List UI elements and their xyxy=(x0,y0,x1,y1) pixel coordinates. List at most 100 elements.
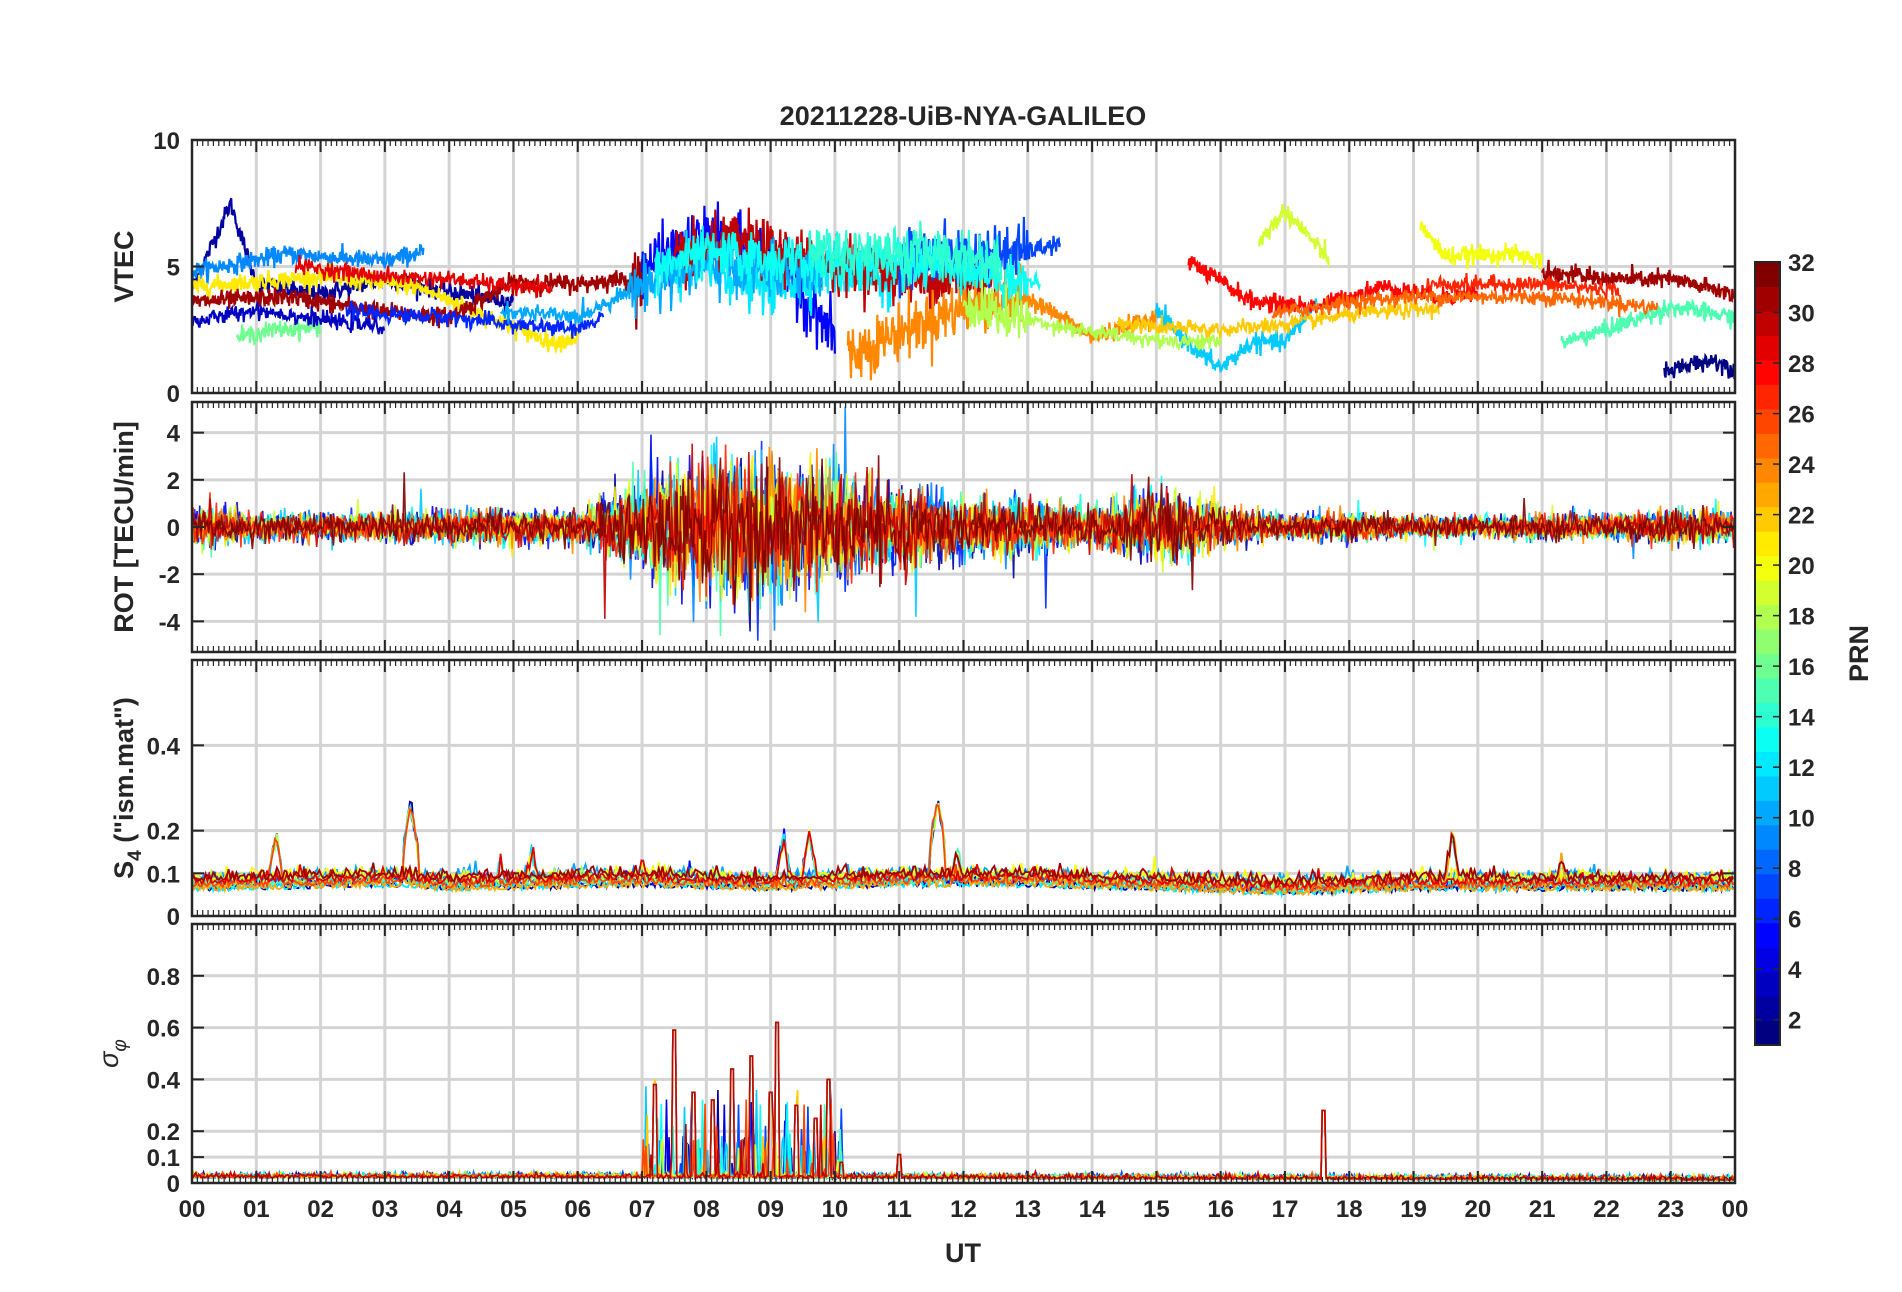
x-tick-label: 04 xyxy=(436,1196,463,1223)
vtec-series-prn-22 xyxy=(1116,300,1440,339)
colorbar-segment xyxy=(1755,506,1780,532)
colorbar-tick-label: 18 xyxy=(1788,604,1815,631)
s4-series-prn-29 xyxy=(192,831,1734,891)
colorbar-label: PRN xyxy=(1844,625,1874,682)
colorbar-segment xyxy=(1755,1020,1780,1046)
colorbar-tick-label: 16 xyxy=(1788,654,1815,681)
vtec-series-prn-19 xyxy=(1258,204,1330,268)
vtec-series-prn-9 xyxy=(192,243,425,285)
colorbar-segment xyxy=(1755,433,1780,459)
rot-series-prn-32 xyxy=(192,455,1735,615)
s4-series-prn-26 xyxy=(192,803,1734,894)
colorbar-segment xyxy=(1755,335,1780,361)
colorbar-tick-label: 10 xyxy=(1788,806,1815,833)
grid-layer xyxy=(192,140,1735,1183)
colorbar-segment xyxy=(1755,531,1780,557)
vtec-series-prn-1 xyxy=(1663,352,1735,380)
y-tick-label: -4 xyxy=(159,609,181,636)
y-tick-label: 0 xyxy=(167,515,180,542)
colorbar-tick-label: 30 xyxy=(1788,301,1815,328)
y-axis-label-panel-1: VTEC xyxy=(109,230,139,302)
x-tick-label: 21 xyxy=(1529,1196,1556,1223)
colorbar-segment xyxy=(1755,726,1780,752)
y-tick-label: 10 xyxy=(153,128,180,155)
panel-3-series xyxy=(192,800,1734,899)
x-tick-label: 08 xyxy=(693,1196,720,1223)
colorbar-segment xyxy=(1755,971,1780,997)
x-tick-label: 10 xyxy=(822,1196,849,1223)
y-tick-label: 0.4 xyxy=(147,733,181,760)
y-axis-label-panel-4: σφ xyxy=(94,1039,131,1068)
x-tick-label: 23 xyxy=(1657,1196,1684,1223)
x-tick-label: 00 xyxy=(1722,1196,1749,1223)
colorbar-tick-label: 20 xyxy=(1788,553,1815,580)
x-tick-label: 09 xyxy=(757,1196,784,1223)
y-tick-label: 0.2 xyxy=(147,819,180,846)
colorbar-tick-label: 22 xyxy=(1788,503,1815,530)
vtec-series-prn-27 xyxy=(1425,273,1620,300)
y-tick-label: 4 xyxy=(167,421,181,448)
colorbar-tick-label: 6 xyxy=(1788,907,1801,934)
colorbar-segment xyxy=(1755,604,1780,630)
vtec-series-prn-6 xyxy=(345,300,605,339)
colorbar-segment xyxy=(1755,262,1780,288)
x-tick-label: 17 xyxy=(1272,1196,1299,1223)
colorbar-segment xyxy=(1755,286,1780,312)
y-tick-label: 0.1 xyxy=(147,1145,180,1172)
vtec-series-prn-15 xyxy=(1560,298,1735,349)
vtec-series-prn-31 xyxy=(1541,259,1735,303)
vtec-series-prn-29 xyxy=(294,255,553,299)
x-axis-label: UT xyxy=(945,1238,981,1268)
vtec-series-prn-25 xyxy=(1271,288,1659,320)
y-axis-label-panel-3: S4 ("ism.mat") xyxy=(109,697,146,879)
y-tick-label: 0 xyxy=(167,904,180,931)
x-tick-label: 11 xyxy=(887,1196,912,1223)
x-tick-label: 05 xyxy=(500,1196,527,1223)
colorbar-tick-label: 26 xyxy=(1788,402,1815,429)
x-tick-label: 06 xyxy=(564,1196,591,1223)
colorbar-segment xyxy=(1755,310,1780,337)
colorbar-tick-label: 2 xyxy=(1788,1008,1801,1035)
colorbar-tick-label: 14 xyxy=(1788,705,1815,732)
panel-1-series xyxy=(192,197,1735,381)
y-tick-label: 0.2 xyxy=(147,1119,180,1146)
x-tick-label: 13 xyxy=(1014,1196,1041,1223)
y-tick-label: 5 xyxy=(167,255,180,282)
colorbar-segment xyxy=(1755,457,1780,483)
vtec-series-prn-18 xyxy=(962,280,1222,352)
colorbar-tick-label: 4 xyxy=(1788,957,1802,984)
vtec-series-prn-14 xyxy=(808,220,1003,287)
colorbar-segment xyxy=(1755,775,1780,801)
colorbar-segment xyxy=(1755,751,1780,777)
colorbar-segment xyxy=(1755,677,1780,704)
colorbar-tick-label: 8 xyxy=(1788,856,1801,883)
colorbar-segment xyxy=(1755,922,1780,948)
y-tick-label: 0 xyxy=(167,1171,180,1198)
colorbar-segment xyxy=(1755,849,1780,875)
colorbar-segment xyxy=(1755,873,1780,899)
x-tick-label: 15 xyxy=(1143,1196,1170,1223)
vtec-series-prn-3 xyxy=(192,301,386,335)
x-tick-label: 03 xyxy=(372,1196,399,1223)
vtec-series-prn-13 xyxy=(653,225,1041,309)
x-tick-label: 02 xyxy=(307,1196,334,1223)
colorbar-segment xyxy=(1755,629,1780,655)
vtec-series-prn-20 xyxy=(1419,221,1543,270)
colorbar-segment xyxy=(1755,384,1780,410)
panel-2-series xyxy=(192,406,1735,641)
colorbar-segment xyxy=(1755,947,1780,973)
y-axis-label-panel-2: ROT [TECU/min] xyxy=(109,421,139,632)
colorbar-segment xyxy=(1755,702,1780,728)
x-tick-label: 20 xyxy=(1464,1196,1491,1223)
x-tick-label: 00 xyxy=(179,1196,206,1223)
y-tick-label: 2 xyxy=(167,468,180,495)
colorbar-segment xyxy=(1755,824,1780,850)
s4-series-prn-31 xyxy=(192,831,1734,888)
colorbar-segment xyxy=(1755,482,1780,508)
y-tick-label: 0 xyxy=(167,381,180,408)
x-tick-label: 16 xyxy=(1207,1196,1234,1223)
y-tick-label: 0.4 xyxy=(147,1067,181,1094)
